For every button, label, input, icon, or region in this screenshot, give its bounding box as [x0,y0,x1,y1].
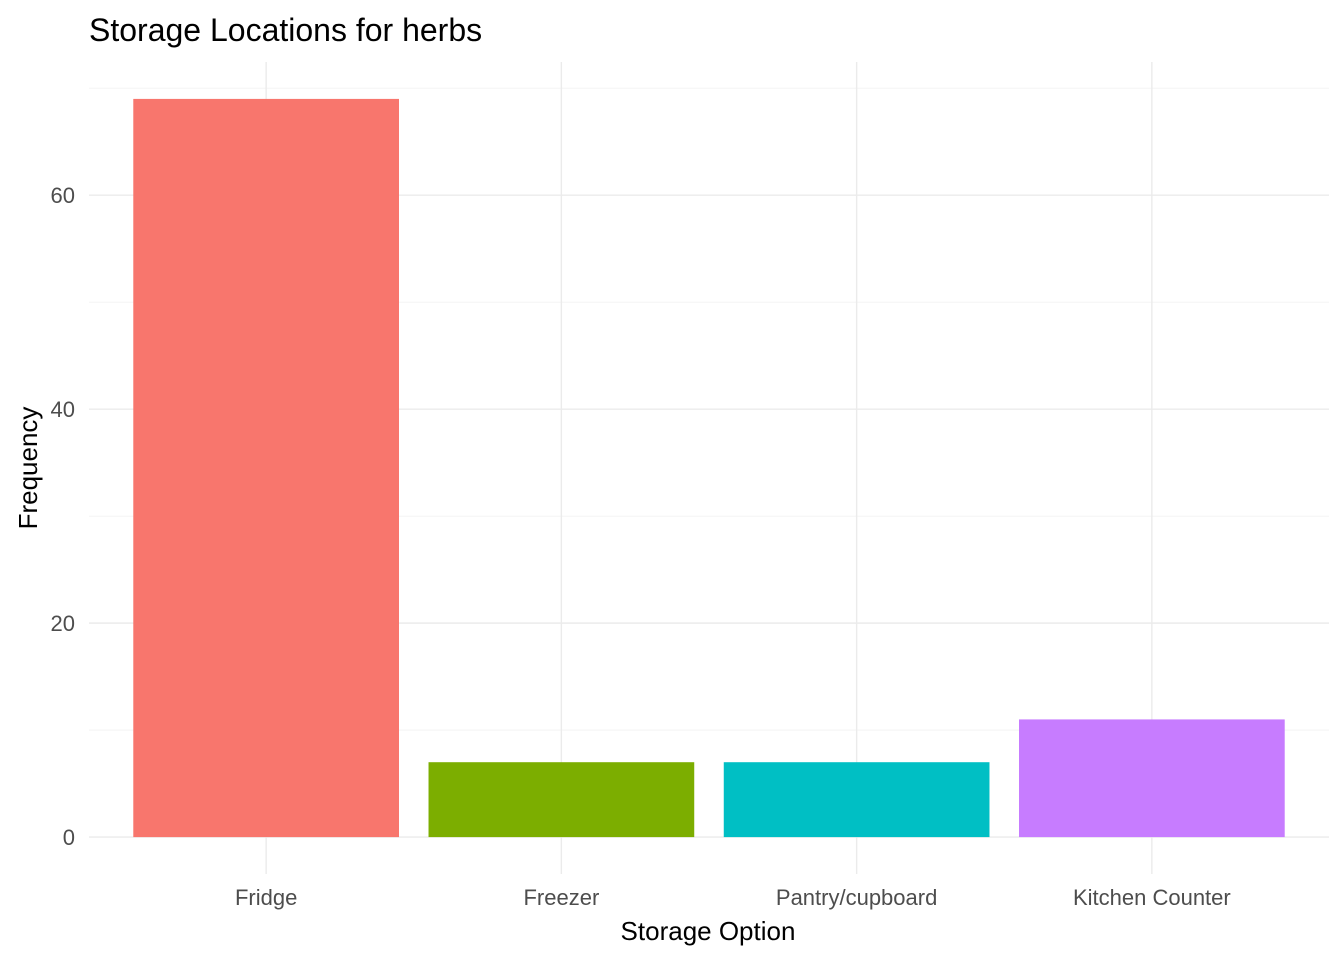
x-tick-label: Freezer [523,885,599,910]
x-tick-label: Kitchen Counter [1073,885,1231,910]
bars [133,98,1285,838]
y-axis-ticks: 0 20 40 60 [51,183,75,850]
y-tick-label: 40 [51,397,75,422]
y-tick-label: 0 [63,825,75,850]
y-tick-label: 60 [51,183,75,208]
x-tick-label: Pantry/cupboard [776,885,937,910]
chart-title: Storage Locations for herbs [89,12,482,48]
y-axis-title: Frequency [13,407,43,530]
bar-fridge [133,98,400,838]
bar-kitchen-counter [1019,719,1285,838]
x-axis-title: Storage Option [621,916,796,946]
bar-pantry-cupboard [723,762,990,838]
x-axis-ticks: Fridge Freezer Pantry/cupboard Kitchen Coun… [235,885,1231,910]
x-tick-label: Fridge [235,885,297,910]
bar-freezer [428,762,695,838]
y-tick-label: 20 [51,611,75,636]
